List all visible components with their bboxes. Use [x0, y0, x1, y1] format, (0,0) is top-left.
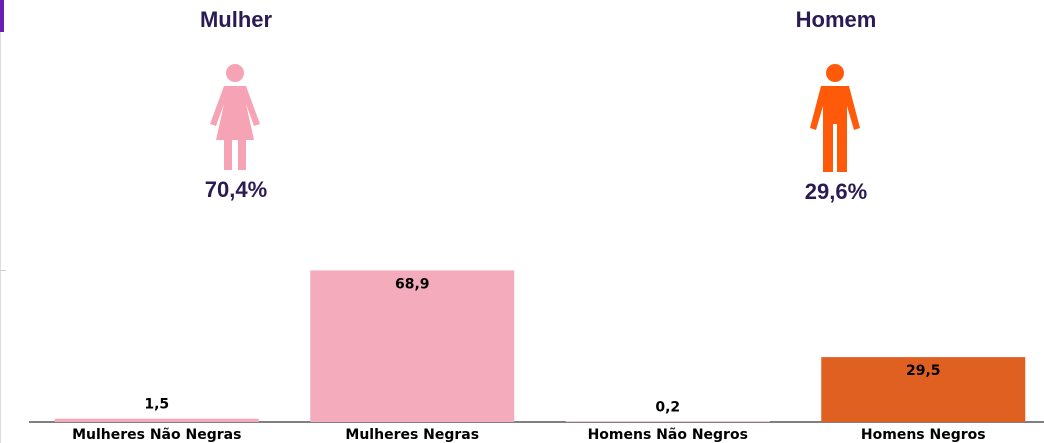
bar-2 [310, 270, 515, 422]
bar-value-label-1: 1,5 [144, 397, 169, 413]
window-edge-accent [0, 0, 4, 32]
female-title: Mulher [199, 7, 273, 32]
bar-value-label-3: 0,2 [655, 400, 680, 416]
bar-value-label-4: 29,5 [906, 363, 941, 379]
bar-1 [54, 418, 259, 422]
window-edge-tick [0, 270, 6, 271]
male-title: Homem [795, 7, 877, 32]
category-label-1: Mulheres Não Negras [72, 427, 241, 443]
male-percent: 29,6% [804, 179, 868, 204]
category-label-3: Homens Não Negros [588, 427, 748, 443]
male-person-icon [810, 64, 860, 172]
bar-value-label-2: 68,9 [395, 276, 430, 292]
category-label-4: Homens Negros [861, 427, 986, 443]
female-percent: 70,4% [204, 177, 268, 202]
category-label-2: Mulheres Negras [345, 427, 479, 443]
bar-4 [821, 357, 1026, 422]
female-person-icon [210, 64, 260, 170]
window-edge-line [0, 32, 1, 443]
